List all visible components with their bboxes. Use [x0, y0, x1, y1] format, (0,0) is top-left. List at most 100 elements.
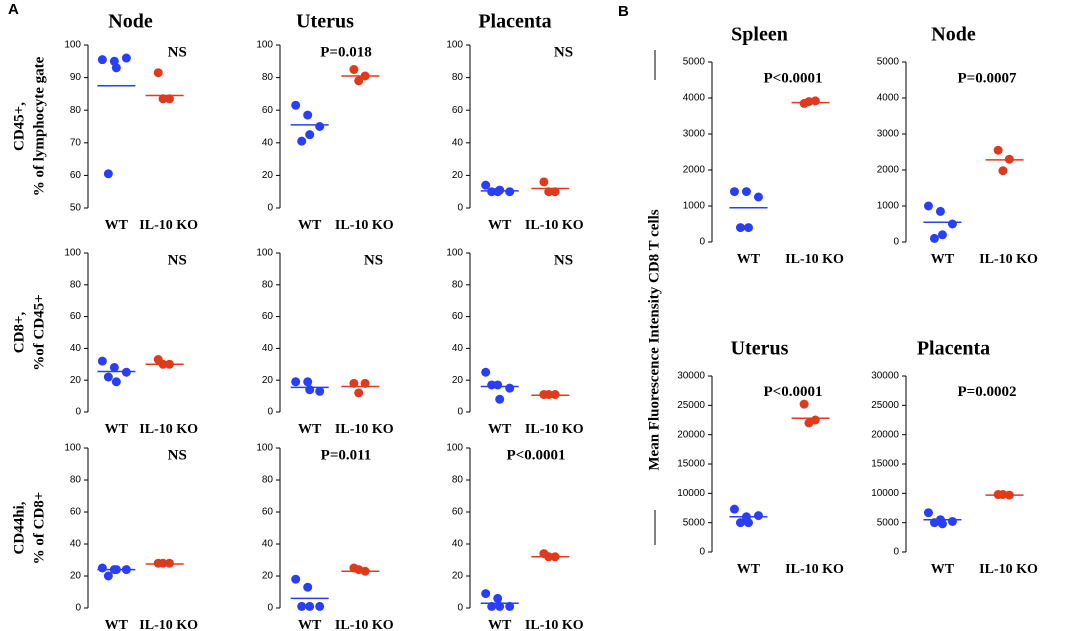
- data-point: [544, 390, 554, 400]
- y-tick-label: 40: [262, 343, 274, 354]
- data-point: [505, 383, 515, 393]
- y-tick-label: 60: [70, 311, 82, 322]
- x-tick-label: WT: [105, 618, 129, 631]
- y-tick-label: 60: [70, 507, 82, 518]
- x-tick-label: IL-10 KO: [979, 252, 1038, 267]
- data-point: [937, 230, 947, 240]
- data-point: [121, 367, 131, 377]
- y-tick-label: 0: [75, 603, 81, 614]
- panel-label: B: [618, 3, 629, 20]
- y-tick-label: 60: [452, 105, 464, 116]
- y-tick-label: 0: [699, 237, 705, 248]
- y-tick-label: 20: [452, 571, 464, 582]
- y-axis-label: CD8+,: [11, 312, 27, 354]
- y-tick-label: 20: [70, 375, 82, 386]
- annotation: NS: [168, 252, 187, 268]
- data-point: [349, 378, 359, 388]
- y-tick-label: 5000: [683, 517, 706, 528]
- y-tick-label: 20: [452, 375, 464, 386]
- data-point: [539, 177, 549, 187]
- x-tick-label: WT: [105, 218, 129, 233]
- y-tick-label: 0: [75, 407, 81, 418]
- y-tick-label: 100: [446, 443, 463, 454]
- x-tick-label: WT: [931, 562, 955, 577]
- data-point: [481, 180, 491, 190]
- y-tick-label: 70: [70, 137, 82, 148]
- y-tick-label: 40: [452, 343, 464, 354]
- y-tick-label: 60: [452, 311, 464, 322]
- data-point: [923, 508, 933, 518]
- data-point: [103, 169, 113, 179]
- y-tick-label: 0: [457, 203, 463, 214]
- data-point: [158, 558, 168, 568]
- y-tick-label: 0: [893, 547, 899, 558]
- y-tick-label: 80: [70, 475, 82, 486]
- data-point: [735, 518, 745, 528]
- data-point: [741, 187, 751, 197]
- data-point: [550, 187, 560, 197]
- data-point: [111, 63, 121, 73]
- data-point: [315, 386, 325, 396]
- chart-title: Spleen: [731, 24, 788, 46]
- annotation: NS: [554, 252, 573, 268]
- data-point: [354, 565, 364, 575]
- x-tick-label: WT: [737, 252, 761, 267]
- data-point: [495, 394, 505, 404]
- chart-title: Uterus: [296, 11, 354, 33]
- data-point: [315, 122, 325, 131]
- y-tick-label: 3000: [683, 129, 706, 140]
- x-tick-label: WT: [931, 252, 955, 267]
- data-point: [121, 53, 131, 63]
- y-tick-label: 60: [262, 311, 274, 322]
- data-point: [164, 94, 174, 104]
- data-point: [153, 68, 163, 78]
- y-tick-label: 0: [457, 407, 463, 418]
- data-point: [305, 385, 315, 395]
- data-point: [305, 601, 315, 611]
- y-tick-label: 30000: [871, 371, 899, 382]
- data-point: [487, 601, 497, 611]
- data-point: [947, 219, 957, 229]
- y-tick-label: 40: [70, 343, 82, 354]
- y-tick-label: 60: [452, 507, 464, 518]
- data-point: [487, 380, 497, 390]
- y-tick-label: 4000: [683, 93, 706, 104]
- data-point: [303, 377, 313, 387]
- y-tick-label: 2000: [683, 165, 706, 176]
- data-point: [493, 593, 503, 603]
- y-tick-label: 100: [256, 40, 273, 51]
- data-point: [303, 110, 313, 120]
- data-point: [354, 76, 364, 86]
- data-point: [291, 377, 301, 387]
- data-point: [804, 97, 814, 107]
- data-point: [297, 136, 307, 146]
- y-tick-label: 100: [64, 443, 81, 454]
- data-point: [111, 377, 121, 387]
- y-tick-label: 30000: [677, 371, 705, 382]
- y-tick-label: 0: [267, 407, 273, 418]
- data-point: [729, 504, 739, 514]
- y-tick-label: 2000: [877, 165, 900, 176]
- y-tick-label: 40: [70, 539, 82, 550]
- x-tick-label: IL-10 KO: [525, 422, 584, 437]
- y-tick-label: 40: [262, 539, 274, 550]
- y-tick-label: 50: [70, 203, 82, 214]
- y-tick-label: 5000: [877, 517, 900, 528]
- y-tick-label: 40: [262, 137, 274, 148]
- chart-title: Node: [108, 11, 153, 33]
- x-tick-label: IL-10 KO: [139, 618, 198, 631]
- chart-title: Placenta: [478, 11, 551, 33]
- data-point: [487, 187, 497, 197]
- y-tick-label: 25000: [871, 400, 899, 411]
- y-tick-label: 25000: [677, 400, 705, 411]
- data-point: [799, 399, 809, 409]
- data-point: [544, 187, 554, 197]
- y-tick-label: 100: [446, 40, 463, 51]
- data-point: [354, 388, 364, 398]
- y-tick-label: 20000: [871, 429, 899, 440]
- data-point: [291, 574, 301, 584]
- y-tick-label: 20: [262, 170, 274, 181]
- y-tick-label: 100: [64, 40, 81, 51]
- x-tick-label: WT: [298, 618, 322, 631]
